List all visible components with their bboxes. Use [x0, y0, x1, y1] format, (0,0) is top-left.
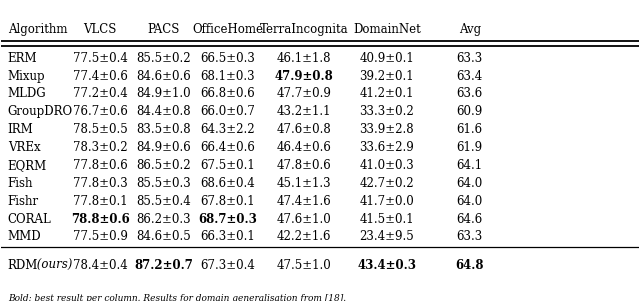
- Text: 66.5±0.3: 66.5±0.3: [200, 52, 255, 65]
- Text: VREx: VREx: [8, 141, 40, 154]
- Text: 64.0: 64.0: [456, 177, 483, 190]
- Text: Fishr: Fishr: [8, 195, 39, 208]
- Text: 42.7±0.2: 42.7±0.2: [360, 177, 414, 190]
- Text: 64.0: 64.0: [456, 195, 483, 208]
- Text: (ours): (ours): [33, 259, 72, 272]
- Text: MMD: MMD: [8, 230, 42, 244]
- Text: 47.5±1.0: 47.5±1.0: [276, 259, 332, 272]
- Text: GroupDRO: GroupDRO: [8, 105, 73, 118]
- Text: Avg: Avg: [459, 23, 481, 36]
- Text: 23.4±9.5: 23.4±9.5: [360, 230, 414, 244]
- Text: 85.5±0.4: 85.5±0.4: [136, 195, 191, 208]
- Text: IRM: IRM: [8, 123, 33, 136]
- Text: 33.6±2.9: 33.6±2.9: [360, 141, 414, 154]
- Text: 66.8±0.6: 66.8±0.6: [200, 88, 255, 101]
- Text: 43.2±1.1: 43.2±1.1: [277, 105, 332, 118]
- Text: 77.4±0.6: 77.4±0.6: [73, 70, 127, 82]
- Text: 47.9±0.8: 47.9±0.8: [275, 70, 333, 82]
- Text: 86.5±0.2: 86.5±0.2: [136, 159, 191, 172]
- Text: 78.4±0.4: 78.4±0.4: [73, 259, 127, 272]
- Text: 64.3±2.2: 64.3±2.2: [200, 123, 255, 136]
- Text: 68.6±0.4: 68.6±0.4: [200, 177, 255, 190]
- Text: 33.9±2.8: 33.9±2.8: [360, 123, 414, 136]
- Text: 77.8±0.3: 77.8±0.3: [73, 177, 127, 190]
- Text: 41.5±0.1: 41.5±0.1: [360, 213, 414, 225]
- Text: 86.2±0.3: 86.2±0.3: [136, 213, 191, 225]
- Text: 77.5±0.9: 77.5±0.9: [73, 230, 127, 244]
- Text: 66.0±0.7: 66.0±0.7: [200, 105, 255, 118]
- Text: 63.4: 63.4: [456, 70, 483, 82]
- Text: 77.8±0.6: 77.8±0.6: [73, 159, 127, 172]
- Text: 84.4±0.8: 84.4±0.8: [136, 105, 191, 118]
- Text: RDM: RDM: [8, 259, 38, 272]
- Text: MLDG: MLDG: [8, 88, 46, 101]
- Text: 61.6: 61.6: [457, 123, 483, 136]
- Text: TerraIncognita: TerraIncognita: [260, 23, 348, 36]
- Text: 84.9±0.6: 84.9±0.6: [136, 141, 191, 154]
- Text: 64.6: 64.6: [456, 213, 483, 225]
- Text: 78.5±0.5: 78.5±0.5: [73, 123, 127, 136]
- Text: 84.6±0.6: 84.6±0.6: [136, 70, 191, 82]
- Text: 47.6±1.0: 47.6±1.0: [276, 213, 332, 225]
- Text: 63.6: 63.6: [456, 88, 483, 101]
- Text: 66.3±0.1: 66.3±0.1: [200, 230, 255, 244]
- Text: 84.6±0.5: 84.6±0.5: [136, 230, 191, 244]
- Text: DomainNet: DomainNet: [353, 23, 420, 36]
- Text: 41.7±0.0: 41.7±0.0: [360, 195, 414, 208]
- Text: 67.8±0.1: 67.8±0.1: [200, 195, 255, 208]
- Text: 41.0±0.3: 41.0±0.3: [360, 159, 414, 172]
- Text: 83.5±0.8: 83.5±0.8: [136, 123, 191, 136]
- Text: 85.5±0.3: 85.5±0.3: [136, 177, 191, 190]
- Text: 61.9: 61.9: [457, 141, 483, 154]
- Text: 84.9±1.0: 84.9±1.0: [136, 88, 191, 101]
- Text: Algorithm: Algorithm: [8, 23, 67, 36]
- Text: 47.4±1.6: 47.4±1.6: [276, 195, 332, 208]
- Text: Bold: best result per column. Results for domain generalisation from [18].: Bold: best result per column. Results fo…: [8, 294, 346, 301]
- Text: 66.4±0.6: 66.4±0.6: [200, 141, 255, 154]
- Text: Fish: Fish: [8, 177, 33, 190]
- Text: 68.7±0.3: 68.7±0.3: [198, 213, 257, 225]
- Text: 85.5±0.2: 85.5±0.2: [136, 52, 191, 65]
- Text: 76.7±0.6: 76.7±0.6: [73, 105, 127, 118]
- Text: Mixup: Mixup: [8, 70, 45, 82]
- Text: CORAL: CORAL: [8, 213, 51, 225]
- Text: 63.3: 63.3: [456, 52, 483, 65]
- Text: 47.7±0.9: 47.7±0.9: [276, 88, 332, 101]
- Text: 78.8±0.6: 78.8±0.6: [71, 213, 129, 225]
- Text: 42.2±1.6: 42.2±1.6: [277, 230, 332, 244]
- Text: 47.8±0.6: 47.8±0.6: [276, 159, 332, 172]
- Text: PACS: PACS: [148, 23, 180, 36]
- Text: 77.2±0.4: 77.2±0.4: [73, 88, 127, 101]
- Text: 77.8±0.1: 77.8±0.1: [73, 195, 127, 208]
- Text: 87.2±0.7: 87.2±0.7: [134, 259, 193, 272]
- Text: 77.5±0.4: 77.5±0.4: [73, 52, 127, 65]
- Text: 40.9±0.1: 40.9±0.1: [360, 52, 414, 65]
- Text: 46.1±1.8: 46.1±1.8: [277, 52, 332, 65]
- Text: 67.5±0.1: 67.5±0.1: [200, 159, 255, 172]
- Text: 60.9: 60.9: [456, 105, 483, 118]
- Text: 68.1±0.3: 68.1±0.3: [200, 70, 255, 82]
- Text: 78.3±0.2: 78.3±0.2: [73, 141, 127, 154]
- Text: 67.3±0.4: 67.3±0.4: [200, 259, 255, 272]
- Text: 64.1: 64.1: [457, 159, 483, 172]
- Text: EQRM: EQRM: [8, 159, 47, 172]
- Text: 63.3: 63.3: [456, 230, 483, 244]
- Text: 39.2±0.1: 39.2±0.1: [360, 70, 414, 82]
- Text: 47.6±0.8: 47.6±0.8: [276, 123, 332, 136]
- Text: VLCS: VLCS: [83, 23, 117, 36]
- Text: 43.4±0.3: 43.4±0.3: [357, 259, 417, 272]
- Text: 46.4±0.6: 46.4±0.6: [276, 141, 332, 154]
- Text: OfficeHome: OfficeHome: [192, 23, 263, 36]
- Text: 33.3±0.2: 33.3±0.2: [360, 105, 414, 118]
- Text: 64.8: 64.8: [456, 259, 484, 272]
- Text: 45.1±1.3: 45.1±1.3: [276, 177, 332, 190]
- Text: 41.2±0.1: 41.2±0.1: [360, 88, 414, 101]
- Text: ERM: ERM: [8, 52, 37, 65]
